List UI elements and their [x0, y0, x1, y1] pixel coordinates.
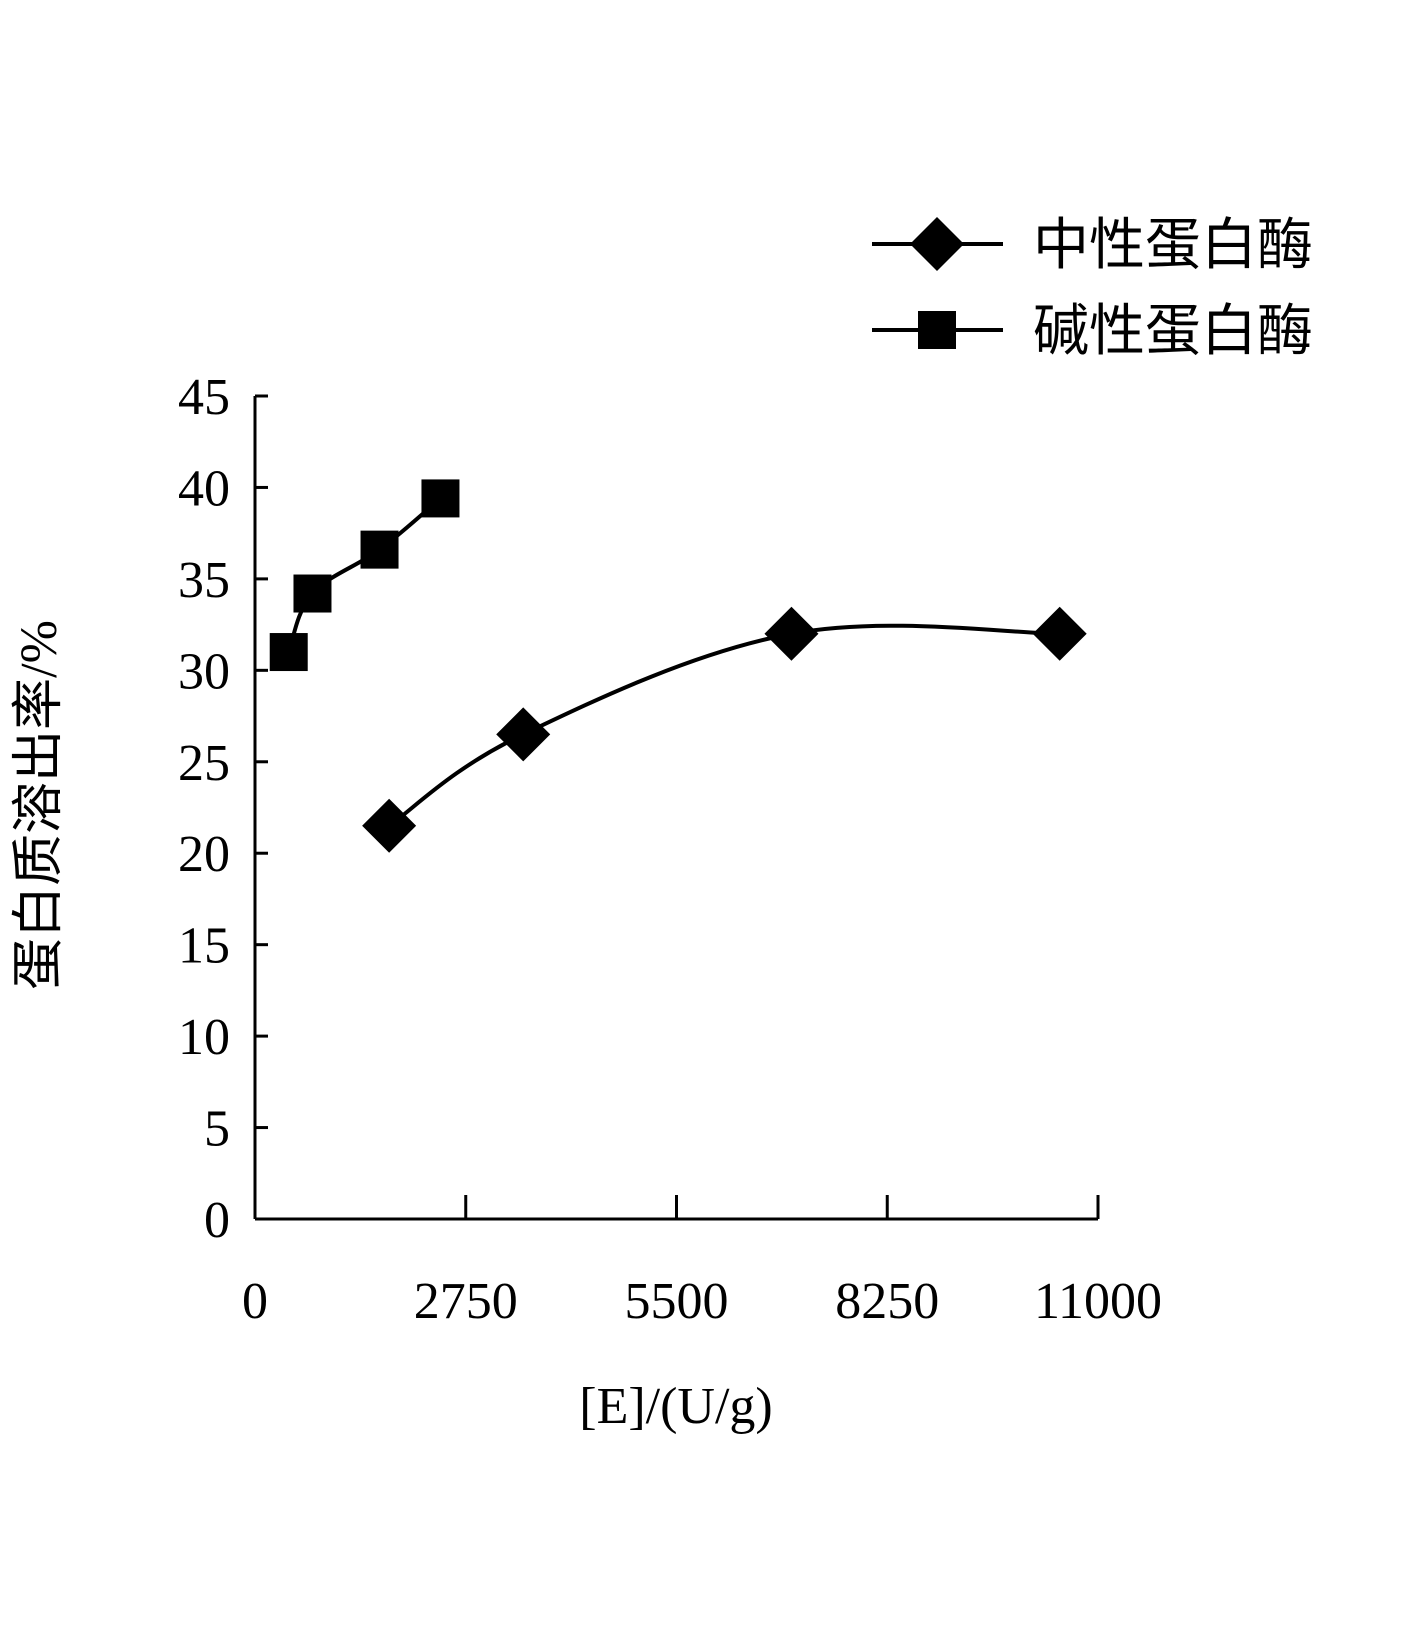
data-point-diamond [496, 707, 551, 762]
y-tick-label: 40 [178, 460, 230, 517]
legend-item-neutral: 中性蛋白酶 [872, 213, 1313, 278]
x-ticks: 0 2750 5500 8250 11000 [242, 1195, 1162, 1330]
axes: 0 5 10 15 20 25 30 35 40 45 0 2750 5500 8250 11000 [178, 369, 1162, 1330]
y-tick-label: 20 [178, 826, 230, 883]
y-tick-label: 0 [204, 1192, 230, 1249]
x-tick-label: 0 [242, 1273, 268, 1330]
series-alkaline [269, 479, 460, 672]
x-tick-label: 11000 [1034, 1273, 1162, 1330]
data-point-diamond [764, 606, 819, 661]
legend-marker-square [918, 311, 956, 349]
data-point-diamond [1032, 606, 1087, 661]
y-tick-label: 25 [178, 735, 230, 792]
y-ticks: 0 5 10 15 20 25 30 35 40 45 [178, 369, 268, 1249]
legend-marker-diamond [910, 217, 964, 271]
data-point-square [421, 479, 460, 518]
y-tick-label: 35 [178, 552, 230, 609]
x-tick-label: 8250 [835, 1273, 939, 1330]
legend-label-neutral: 中性蛋白酶 [1033, 213, 1313, 278]
series-line [286, 496, 442, 653]
legend-label-alkaline: 碱性蛋白酶 [1033, 299, 1313, 364]
legend-item-alkaline: 碱性蛋白酶 [872, 299, 1313, 364]
y-tick-label: 15 [178, 918, 230, 975]
x-tick-label: 2750 [414, 1273, 518, 1330]
series-layer [269, 479, 1087, 853]
data-point-diamond [362, 798, 417, 853]
series-neutral [362, 606, 1087, 853]
y-tick-label: 30 [178, 643, 230, 700]
x-tick-label: 5500 [625, 1273, 729, 1330]
y-tick-label: 10 [178, 1009, 230, 1066]
series-line [387, 623, 1060, 828]
data-point-square [360, 530, 399, 569]
y-tick-label: 5 [204, 1101, 230, 1158]
legend: 中性蛋白酶 碱性蛋白酶 [872, 213, 1313, 364]
data-point-square [293, 574, 332, 613]
y-tick-label: 45 [178, 369, 230, 426]
y-axis-title: 蛋白质溶出率/% [11, 620, 68, 990]
data-point-square [269, 633, 308, 672]
x-axis-title: [E]/(U/g) [579, 1378, 772, 1435]
